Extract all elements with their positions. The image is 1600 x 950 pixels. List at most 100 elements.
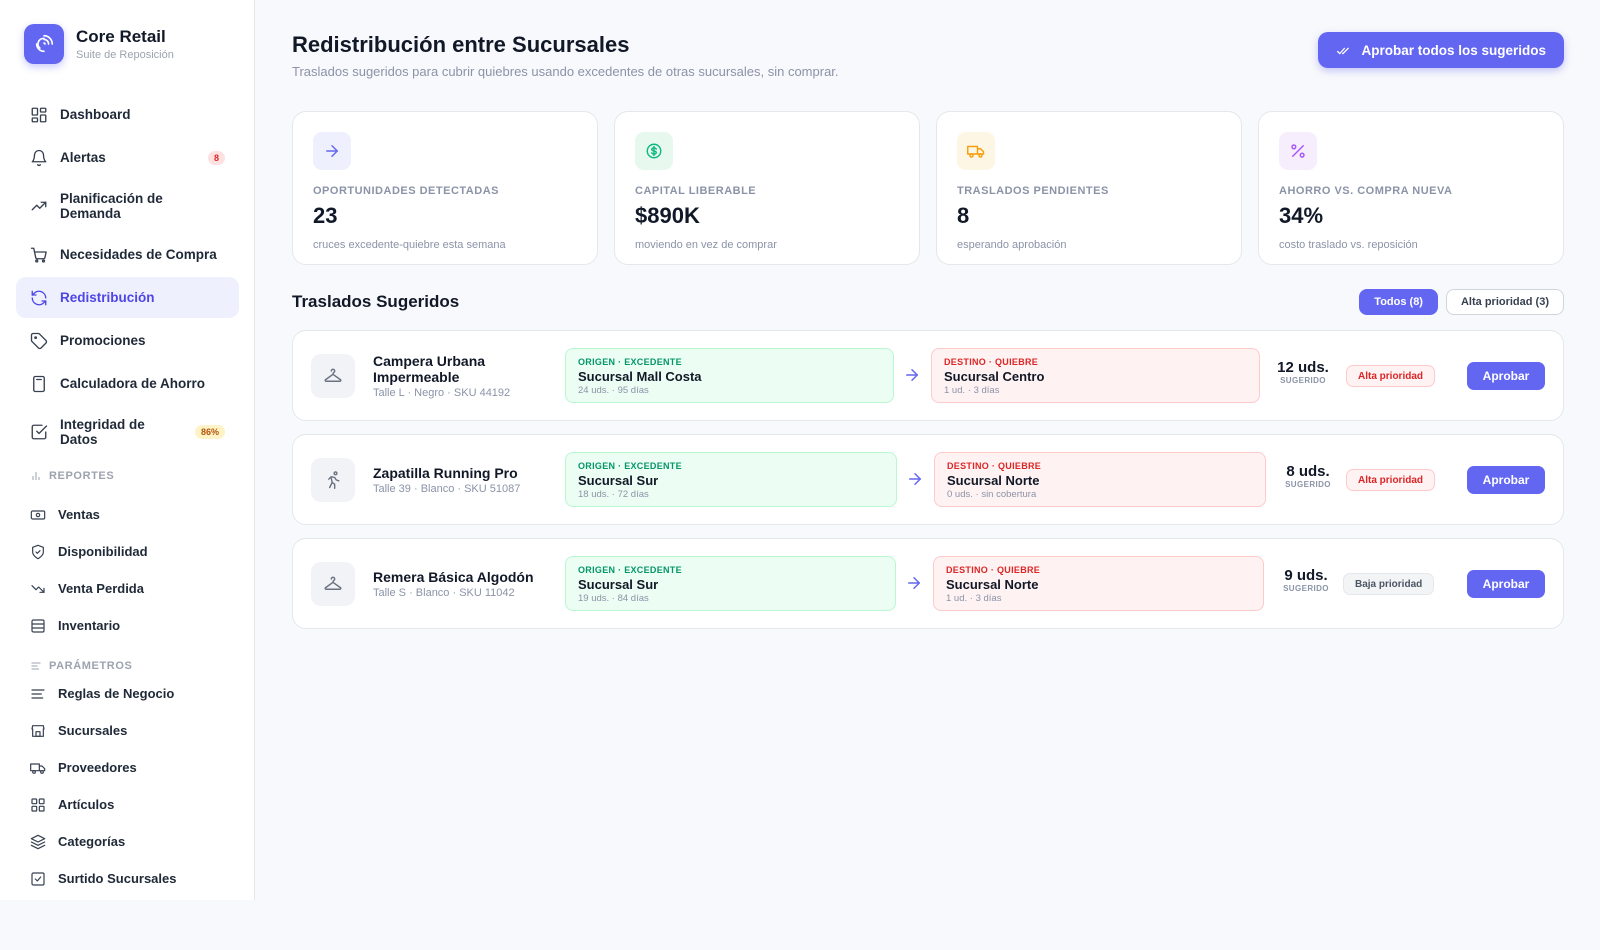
sidebar-item-surtido[interactable]: Surtido Sucursales	[30, 860, 230, 897]
sidebar-item-articulos[interactable]: Artículos	[30, 786, 230, 823]
destination-box: DESTINO · QUIEBRE Sucursal Norte 0 uds. …	[934, 452, 1266, 507]
hanger-icon	[311, 562, 355, 606]
destination-meta: 0 uds. · sin cobertura	[947, 489, 1037, 500]
suggested-quantity: 8 uds. SUGERIDO	[1273, 463, 1343, 489]
brand[interactable]: Core Retail Suite de Reposición	[24, 24, 174, 64]
arrow-right-icon	[313, 132, 351, 170]
sidebar-item-categorias[interactable]: Categorías	[30, 823, 230, 860]
brand-subtitle: Suite de Reposición	[76, 49, 174, 61]
kpi-label: OPORTUNIDADES DETECTADAS	[313, 185, 499, 197]
origin-box: ORIGEN · EXCEDENTE Sucursal Sur 19 uds. …	[565, 556, 896, 611]
calculator-icon	[30, 375, 48, 393]
sidebar-item-label: Calculadora de Ahorro	[60, 376, 206, 391]
sidebar-item-label: Reglas de Negocio	[58, 686, 175, 701]
kpi-label: CAPITAL LIBERABLE	[635, 185, 757, 197]
sidebar-item-label: Planificación de Demanda	[60, 191, 163, 221]
store-icon	[31, 724, 45, 737]
origin-meta: 18 uds. · 72 días	[578, 489, 649, 500]
data-integrity-badge: 86%	[194, 425, 225, 439]
kpi-value: 8	[957, 203, 970, 228]
list-icon	[31, 662, 41, 670]
parametros-nav: Reglas de Negocio Sucursales Proveedores…	[30, 675, 230, 897]
quantity-label: SUGERIDO	[1285, 480, 1331, 489]
product-meta: Talle 39 · Blanco · SKU 51087	[373, 482, 521, 495]
sidebar-item-integridad[interactable]: Integridad de Datos 86%	[16, 406, 239, 458]
sidebar-item-label: Categorías	[58, 834, 126, 849]
sidebar-item-venta-perdida[interactable]: Venta Perdida	[30, 570, 230, 607]
approve-button[interactable]: Aprobar	[1467, 466, 1545, 494]
section-title: Traslados Sugeridos	[292, 292, 460, 311]
origin-tag: ORIGEN · EXCEDENTE	[578, 461, 682, 471]
alerts-count-badge: 8	[207, 150, 225, 165]
sidebar-item-planificacion[interactable]: Planificación de Demanda	[16, 180, 239, 232]
kpi-note: moviendo en vez de comprar	[635, 239, 777, 251]
transfer-row: Remera Básica Algodón Talle S · Blanco ·…	[292, 538, 1564, 629]
sidebar-item-label: Necesidades de Compra	[60, 247, 217, 262]
sidebar-item-inventario[interactable]: Inventario	[30, 607, 230, 644]
priority-badge: Alta prioridad	[1346, 365, 1436, 387]
approve-button[interactable]: Aprobar	[1467, 570, 1545, 598]
sidebar-item-label: Redistribución	[60, 290, 155, 305]
sidebar-item-label: Sucursales	[58, 723, 128, 738]
destination-tag: DESTINO · QUIEBRE	[946, 565, 1041, 575]
reportes-label: REPORTES	[49, 470, 115, 482]
sidebar-item-alertas[interactable]: Alertas 8	[16, 137, 239, 178]
inventory-icon	[31, 618, 45, 633]
sidebar: Core Retail Suite de Reposición Dashboar…	[0, 0, 255, 900]
sidebar-item-reglas[interactable]: Reglas de Negocio	[30, 675, 230, 712]
filter-all[interactable]: Todos (8)	[1359, 289, 1438, 315]
layers-icon	[30, 834, 46, 849]
truck-icon	[30, 762, 46, 774]
quantity-label: SUGERIDO	[1280, 376, 1326, 385]
product-meta: Talle S · Blanco · SKU 11042	[373, 586, 515, 599]
truck-icon	[957, 132, 995, 170]
destination-meta: 1 ud. · 3 días	[946, 593, 1002, 604]
bell-icon	[30, 149, 48, 167]
tag-icon	[30, 332, 48, 350]
suggested-quantity: 9 uds. SUGERIDO	[1271, 567, 1341, 593]
quantity-value: 8 uds.	[1286, 463, 1330, 480]
approve-all-button[interactable]: Aprobar todos los sugeridos	[1318, 32, 1564, 68]
double-check-icon	[1337, 47, 1350, 55]
arrow-right-icon	[903, 366, 921, 384]
destination-name: Sucursal Norte	[947, 473, 1040, 488]
check-square-icon	[30, 423, 48, 441]
kpi-note: cruces excedente-quiebre esta semana	[313, 239, 506, 251]
transfer-row: Zapatilla Running Pro Talle 39 · Blanco …	[292, 434, 1564, 525]
sidebar-item-label: Inventario	[58, 618, 121, 633]
approve-all-label: Aprobar todos los sugeridos	[1361, 42, 1546, 58]
filter-high-priority[interactable]: Alta prioridad (3)	[1445, 289, 1564, 315]
sidebar-item-label: Dashboard	[60, 107, 131, 122]
brand-title: Core Retail	[76, 27, 166, 46]
parametros-label: PARÁMETROS	[49, 660, 133, 672]
runner-icon	[311, 458, 355, 502]
trend-down-icon	[31, 584, 45, 593]
sidebar-item-necesidades[interactable]: Necesidades de Compra	[16, 234, 239, 275]
origin-name: Sucursal Sur	[578, 473, 659, 488]
sidebar-item-sucursales[interactable]: Sucursales	[30, 712, 230, 749]
sidebar-item-calculadora[interactable]: Calculadora de Ahorro	[16, 363, 239, 404]
sidebar-item-label: Artículos	[58, 797, 115, 812]
arrow-right-icon	[906, 470, 924, 488]
suggested-quantity: 12 uds. SUGERIDO	[1268, 359, 1338, 385]
approve-button[interactable]: Aprobar	[1467, 362, 1545, 390]
destination-name: Sucursal Norte	[946, 577, 1039, 592]
sidebar-item-label: Ventas	[58, 507, 100, 522]
quantity-value: 12 uds.	[1277, 359, 1329, 376]
quantity-value: 9 uds.	[1284, 567, 1328, 584]
origin-tag: ORIGEN · EXCEDENTE	[578, 357, 682, 367]
sidebar-item-ventas[interactable]: Ventas	[30, 496, 230, 533]
sidebar-item-proveedores[interactable]: Proveedores	[30, 749, 230, 786]
kpi-note: costo traslado vs. reposición	[1279, 239, 1418, 251]
sidebar-item-label: Proveedores	[58, 760, 137, 775]
list-icon	[31, 688, 45, 699]
sidebar-item-disponibilidad[interactable]: Disponibilidad	[30, 533, 230, 570]
product-name: Zapatilla Running Pro	[373, 464, 518, 481]
brand-logo-icon	[24, 24, 64, 64]
filter-tabs: Todos (8) Alta prioridad (3)	[1359, 289, 1564, 315]
quantity-label: SUGERIDO	[1283, 584, 1329, 593]
kpi-card-traslados: TRASLADOS PENDIENTES 8 esperando aprobac…	[936, 111, 1242, 265]
sidebar-item-dashboard[interactable]: Dashboard	[16, 94, 239, 135]
sidebar-item-promociones[interactable]: Promociones	[16, 320, 239, 361]
sidebar-item-redistribucion[interactable]: Redistribución	[16, 277, 239, 318]
